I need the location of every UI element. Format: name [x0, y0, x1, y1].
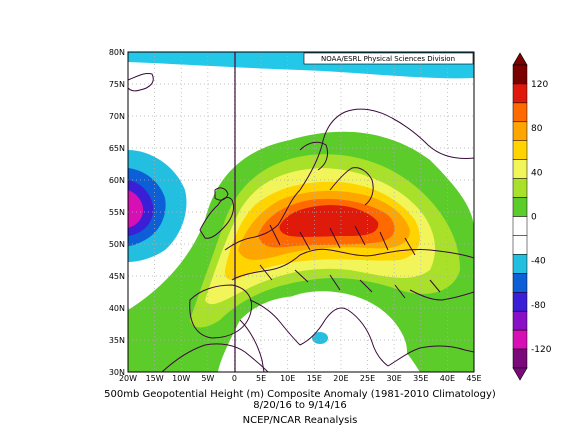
lon-label: 40E: [440, 374, 455, 383]
colorbar: [512, 52, 528, 381]
colorbar-segment: [512, 83, 528, 104]
colorbar-segment: [512, 197, 528, 217]
colorbar-label: -120: [531, 345, 552, 355]
colorbar-segment: [512, 348, 528, 369]
credit-box: [303, 52, 474, 65]
colorbar-segment: [512, 102, 528, 123]
colorbar-label: 0: [531, 213, 537, 223]
lat-label: 30N: [109, 368, 125, 377]
lon-label: 20W: [119, 374, 137, 383]
neutral-mediterranean: [257, 291, 408, 372]
lat-label: 50N: [109, 240, 125, 249]
lat-label: 40N: [109, 304, 125, 313]
colorbar-segment: [512, 178, 528, 198]
lon-label: 5E: [256, 374, 266, 383]
credit-text: NOAA/ESRL Physical Sciences Division: [321, 55, 455, 63]
colorbar-segment: [512, 292, 528, 312]
lat-label: 65N: [109, 144, 125, 153]
lon-label: 30E: [387, 374, 402, 383]
colorbar-label: -40: [531, 257, 546, 267]
plot-frame: [127, 51, 475, 373]
lat-label: 80N: [109, 48, 125, 57]
caption-title: 500mb Geopotential Height (m) Composite …: [104, 389, 496, 400]
lat-label: 55N: [109, 208, 125, 217]
colorbar-segment: [512, 121, 528, 141]
lat-label: 60N: [109, 176, 125, 185]
colorbar-segment: [512, 140, 528, 160]
colorbar-segment: [512, 64, 528, 85]
colorbar-segment: [512, 310, 528, 331]
lon-label: 0: [232, 374, 237, 383]
lon-label: 20E: [333, 374, 348, 383]
lon-label: 10E: [280, 374, 295, 383]
gridlines: [128, 52, 474, 372]
lat-label: 45N: [109, 272, 125, 281]
colorbar-label: 120: [531, 80, 548, 90]
colorbar-segment: [512, 235, 528, 255]
lat-label: 70N: [109, 112, 125, 121]
lat-label: 35N: [109, 336, 125, 345]
colorbar-label: -80: [531, 301, 546, 311]
map-plot-area: [128, 52, 474, 372]
colorbar-segment: [512, 216, 528, 236]
colorbar-segment: [512, 254, 528, 274]
colorbar-bottom-arrow: [512, 367, 528, 381]
colorbar-segment: [512, 329, 528, 350]
lon-label: 25E: [360, 374, 375, 383]
coastlines: [128, 73, 474, 372]
lat-label: 75N: [109, 80, 125, 89]
caption-source: NCEP/NCAR Reanalysis: [243, 415, 358, 426]
colorbar-label: 80: [531, 124, 543, 134]
lon-label: 35E: [413, 374, 428, 383]
colorbar-segment: [512, 273, 528, 293]
lon-label: 15W: [146, 374, 164, 383]
colorbar-segment: [512, 159, 528, 179]
longitude-labels: 20W 15W 10W 5W 0 5E 10E 15E 20E 25E 30E 35E 40E 45E: [119, 374, 482, 383]
caption-dates: 8/20/16 to 9/14/16: [253, 400, 347, 411]
lon-label: 45E: [466, 374, 481, 383]
positive-anomaly-core: [279, 205, 379, 237]
lon-label: 15E: [307, 374, 322, 383]
colorbar-label: 40: [531, 168, 543, 178]
lon-label: 10W: [172, 374, 190, 383]
colorbar-top-arrow: [512, 52, 528, 66]
latitude-labels: 80N 75N 70N 65N 60N 55N 50N 45N 40N 35N 30N: [109, 48, 125, 377]
colorbar-labels: 120 80 40 0 -40 -80 -120: [531, 80, 552, 355]
lon-label: 5W: [201, 374, 214, 383]
